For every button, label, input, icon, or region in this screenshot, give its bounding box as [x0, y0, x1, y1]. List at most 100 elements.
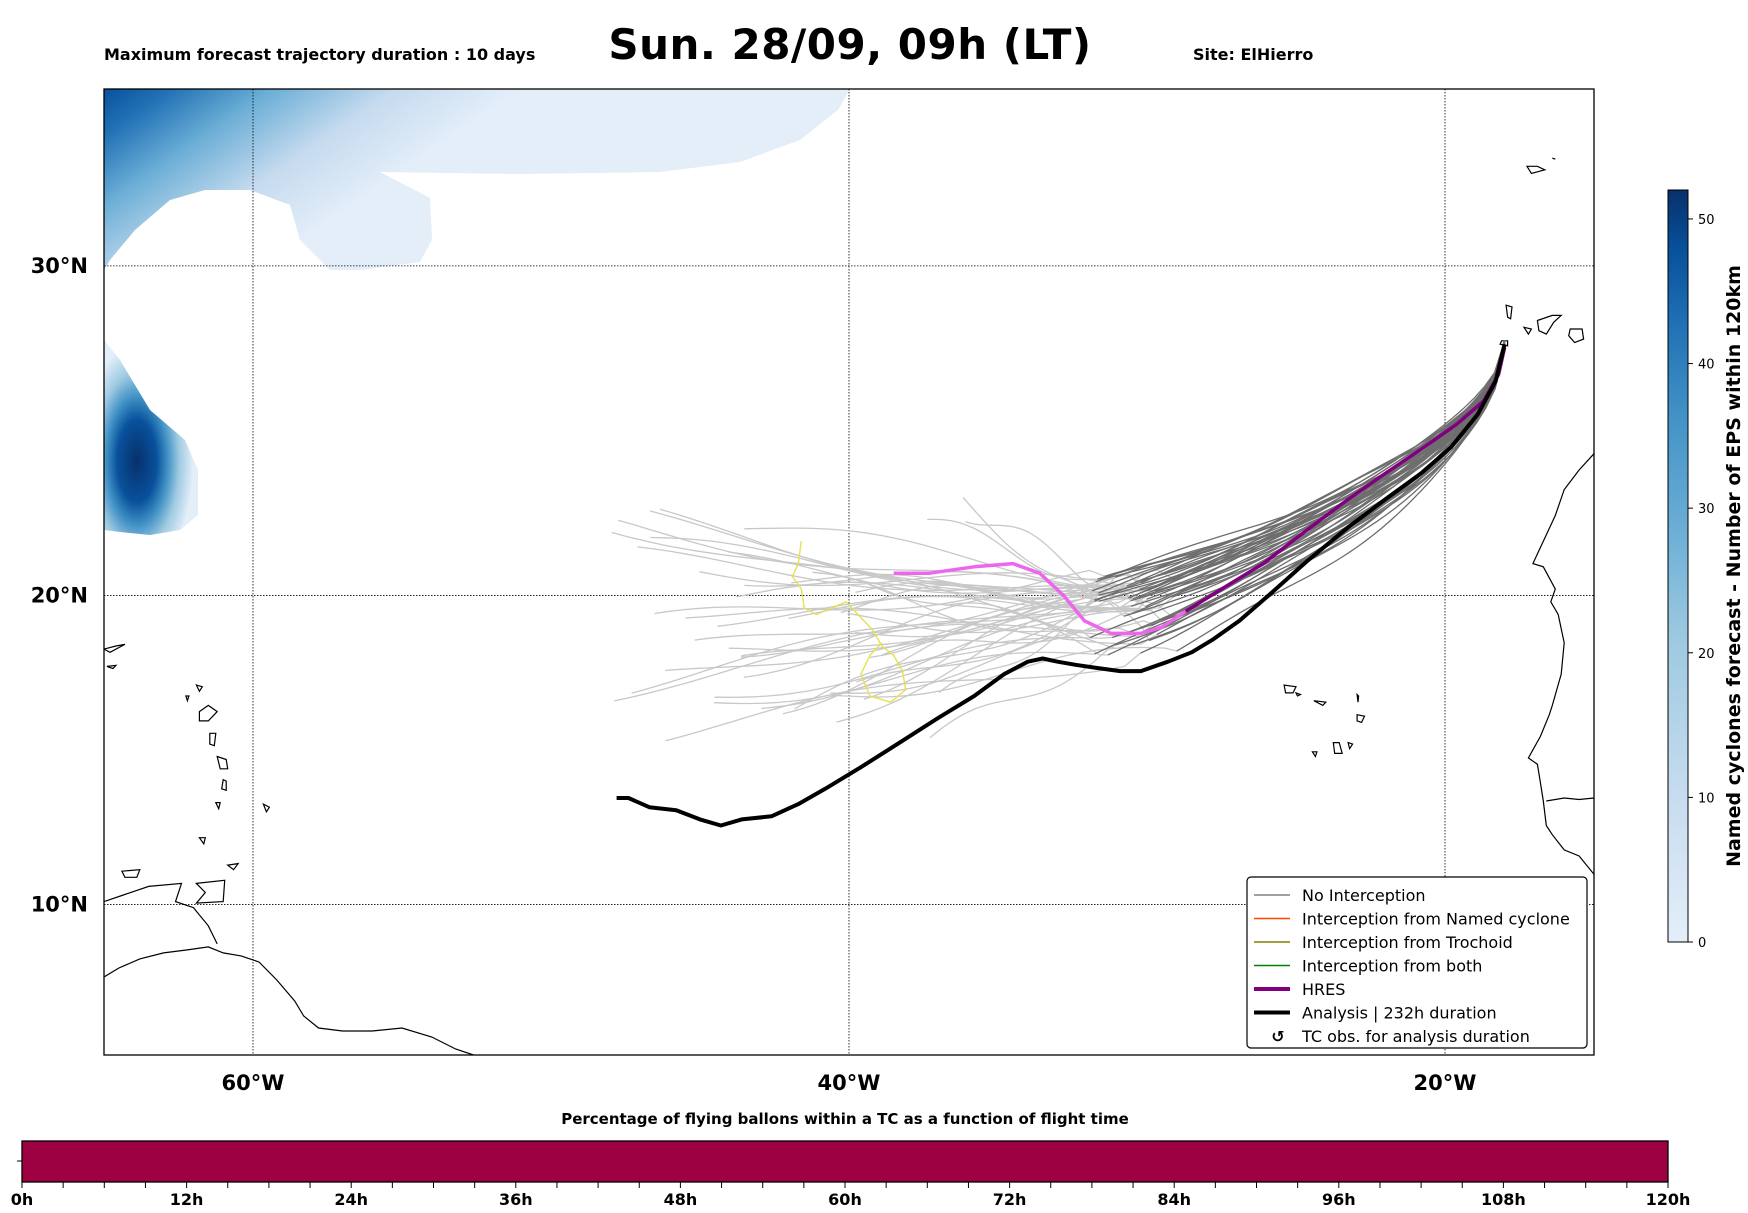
island-gran-canaria — [1568, 328, 1585, 344]
island-santo-antao — [1283, 684, 1297, 694]
flight-time-tick-label: 24h — [334, 1190, 368, 1209]
coast-trinidad — [195, 879, 226, 904]
flight-time-tick-label: 120h — [1646, 1190, 1691, 1209]
cyclone-density-layer — [104, 89, 850, 535]
legend-label: HRES — [1302, 980, 1345, 999]
flight-time-tick-label: 0h — [11, 1190, 34, 1209]
colorbar-tick-label: 40 — [1698, 358, 1715, 373]
density-region-western-blob — [104, 340, 198, 535]
island-margarita — [120, 869, 141, 878]
eps-member-track — [1176, 340, 1506, 652]
max-duration-text: Maximum forecast trajectory duration : 1… — [104, 45, 536, 64]
eps-member-track-late — [927, 518, 1098, 581]
colorbar-label: Named cyclones forecast - Number of EPS … — [1723, 265, 1745, 867]
eps-member-track-late — [881, 612, 1132, 656]
eps-member-track-late — [736, 581, 1128, 600]
eps-member-track — [1131, 340, 1506, 615]
eps-member-track — [1099, 348, 1506, 581]
eps-member-track-late — [830, 627, 1130, 694]
eps-member-track-late — [665, 652, 1141, 742]
island-st-croix — [106, 664, 118, 670]
island-puerto-rico-east — [104, 643, 126, 653]
flight-time-bar-title: Percentage of flying ballons within a TC… — [561, 1110, 1129, 1128]
flight-time-tick-label: 48h — [664, 1190, 698, 1209]
colorbar-tick-label: 30 — [1698, 502, 1715, 517]
colorbar-scale — [1667, 189, 1689, 943]
colorbar-tick-label: 20 — [1698, 647, 1715, 662]
island-madeira — [1525, 165, 1547, 175]
flight-time-tick-label: 60h — [828, 1190, 862, 1209]
eps-member-track-late — [761, 605, 1132, 710]
eps-member-track-late — [659, 508, 1125, 617]
eps-member-track-late — [812, 571, 1091, 639]
legend-label: Interception from both — [1302, 957, 1482, 976]
tc-observation-track — [791, 541, 907, 703]
colorbar-tick-label: 0 — [1698, 936, 1706, 951]
legend-label: TC obs. for analysis duration — [1301, 1027, 1530, 1046]
legend-marker-tc-obs-icon: ↺ — [1271, 1027, 1284, 1046]
island-st-lucia — [221, 778, 227, 792]
eps-member-track-late — [699, 571, 1140, 591]
flight-time-tick-label: 108h — [1481, 1190, 1526, 1209]
eps-member-track — [1098, 347, 1506, 602]
island-st-vincent — [214, 802, 221, 811]
x-tick-label: 20°W — [1414, 1071, 1477, 1095]
colorbar-tick-label: 10 — [1698, 791, 1715, 806]
island-porto-santo — [1552, 157, 1556, 160]
eps-member-track-late — [929, 644, 1116, 739]
island-sao-vicente — [1294, 691, 1303, 697]
island-tenerife — [1536, 314, 1563, 335]
island-antigua — [195, 684, 204, 693]
map-legend: No Interception Interception from Named c… — [1246, 876, 1588, 1049]
hres-track-late — [893, 561, 1187, 636]
island-tobago — [226, 862, 240, 871]
island-martinique — [216, 755, 229, 770]
eps-member-track-late — [713, 651, 1095, 705]
island-grenada — [198, 837, 207, 846]
eps-member-track-late — [614, 590, 1153, 702]
legend-box — [1246, 876, 1588, 1049]
legend-label: Analysis | 232h duration — [1302, 1004, 1497, 1023]
highlight-tracks — [616, 343, 1507, 828]
island-guadeloupe — [198, 704, 219, 722]
coast-south-america — [104, 946, 474, 1055]
eps-member-track-late — [788, 595, 1166, 620]
eps-member-track — [1091, 343, 1506, 592]
eps-members-late-segments — [611, 496, 1177, 742]
coastlines — [104, 157, 1594, 1055]
legend-label: No Interception — [1302, 886, 1426, 905]
legend-label: Interception from Named cyclone — [1302, 910, 1570, 929]
legend-label: Interception from Trochoid — [1302, 933, 1513, 952]
flight-time-tick-label: 84h — [1157, 1190, 1191, 1209]
map-axis-labels: 60°W 40°W 20°W 30°N 20°N 10°N — [31, 254, 1477, 1095]
density-region-northern-band — [104, 89, 850, 270]
flight-time-ticks: 0h 12h 24h 36h 48h 60h 72h 84h 96h 108h 120h — [11, 1182, 1691, 1209]
map-frame — [103, 88, 1595, 1056]
colorbar: 0 10 20 30 40 50 Named cyclones forecast - Nu… — [1667, 189, 1745, 951]
eps-member-track-late — [650, 536, 1099, 594]
island-santiago — [1332, 742, 1343, 754]
eps-member-track-late — [631, 594, 1099, 694]
eps-member-track-late — [962, 496, 1150, 641]
eps-member-track-late — [694, 574, 1142, 641]
island-maio — [1347, 741, 1354, 751]
flight-time-tick-label: 72h — [993, 1190, 1027, 1209]
island-la-gomera — [1522, 326, 1533, 336]
island-dominica — [209, 732, 217, 747]
eps-member-track-late — [836, 574, 1158, 723]
site-text: Site: ElHierro — [1193, 45, 1314, 64]
island-el-hierro — [1499, 340, 1509, 347]
coast-gambia-river — [1546, 797, 1594, 802]
island-sao-nicolau — [1313, 700, 1328, 707]
x-tick-label: 60°W — [222, 1071, 285, 1095]
island-montserrat — [185, 695, 190, 703]
eps-member-track-late — [744, 527, 1157, 592]
eps-member-track-late — [617, 519, 1095, 601]
page-title: Sun. 28/09, 09h (LT) — [608, 20, 1092, 69]
colorbar-tick-label: 50 — [1698, 213, 1715, 228]
eps-member-track-late — [717, 595, 1175, 627]
island-la-palma — [1505, 304, 1513, 320]
eps-member-track-late — [847, 609, 1163, 634]
y-tick-label: 30°N — [31, 254, 88, 278]
